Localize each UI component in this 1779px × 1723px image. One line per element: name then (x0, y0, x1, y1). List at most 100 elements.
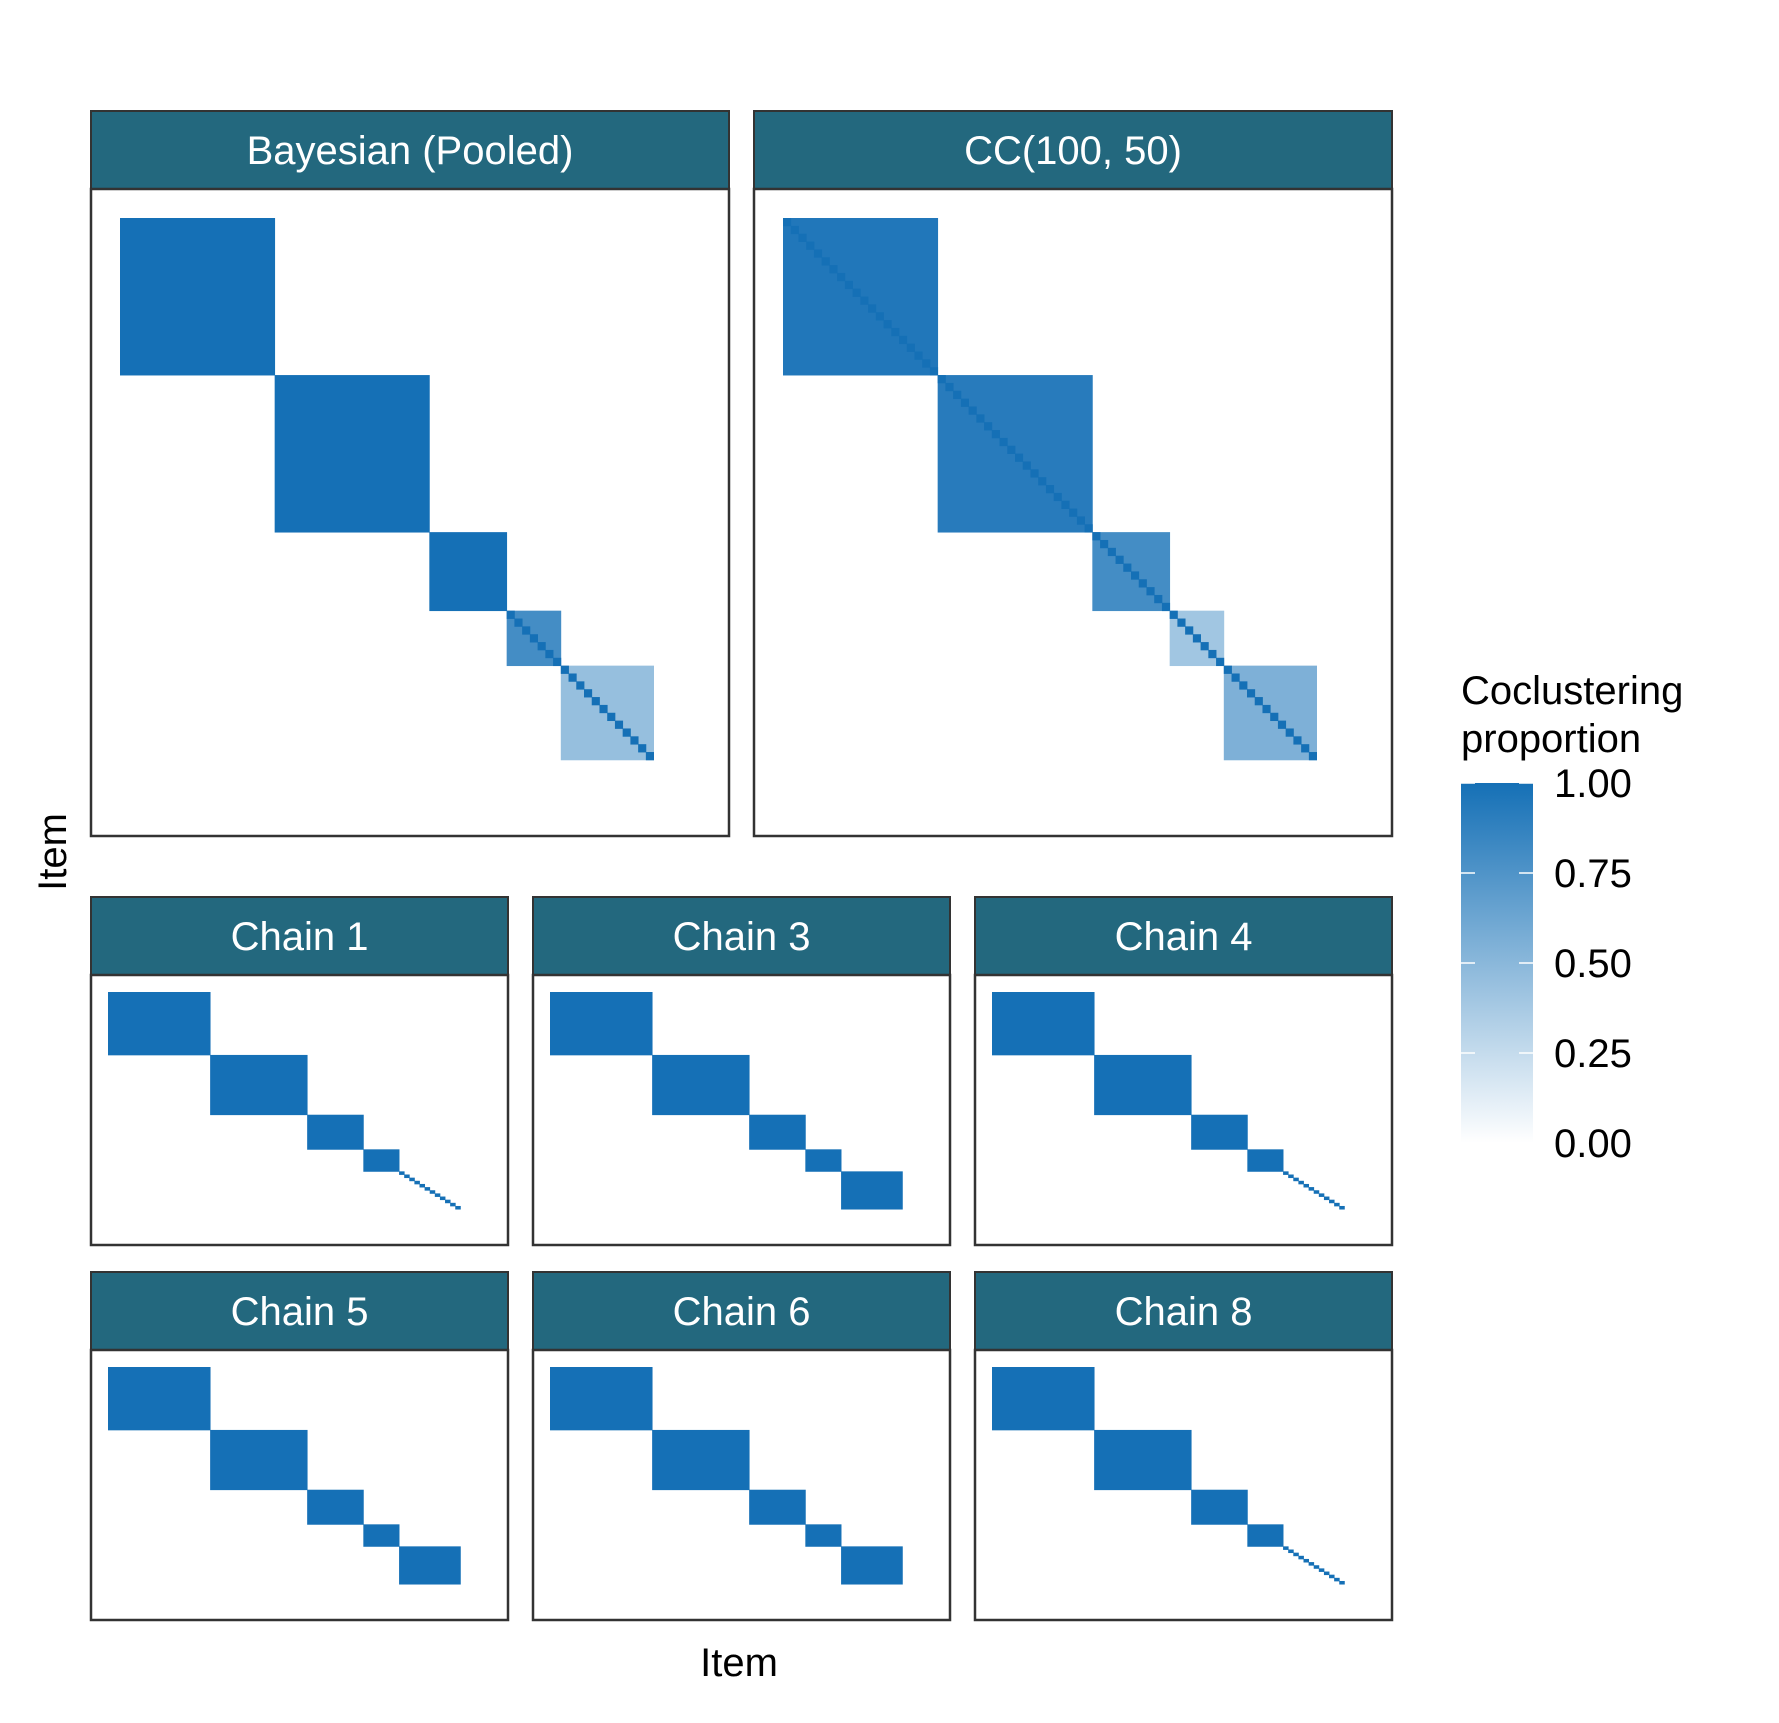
diagonal-cell (1308, 752, 1317, 761)
facet-strip-label: Chain 6 (673, 1290, 811, 1334)
panel-border (973, 973, 1394, 1247)
cluster-block (399, 1546, 461, 1585)
diagonal-cell (614, 720, 624, 729)
diagonal-cell (1231, 673, 1240, 682)
diagonal-cell (945, 382, 954, 392)
diagonal-cell (798, 233, 807, 242)
diagonal-cell (914, 351, 923, 360)
diagonal-cell (891, 327, 900, 337)
cluster-block (363, 1524, 400, 1547)
cluster-block (1293, 1552, 1299, 1557)
diagonal-cell (1115, 555, 1124, 564)
cluster-block (120, 218, 276, 376)
cluster-block (805, 1149, 842, 1172)
cluster-block (1283, 1546, 1289, 1550)
cluster-block (992, 992, 1095, 1056)
diagonal-cell (1061, 500, 1070, 509)
cluster-block (1293, 1177, 1299, 1182)
facet-panels: Bayesian (Pooled) CC(100, 50) Chain 1 Chain… (89, 110, 1394, 1622)
cluster-block (1313, 1190, 1320, 1194)
facet-strip-label: Chain 3 (673, 915, 811, 959)
cluster-block (414, 1180, 420, 1185)
cluster-block (1329, 1574, 1335, 1579)
diagonal-cell (1293, 736, 1302, 745)
cluster-block (445, 1199, 451, 1204)
legend-tick-label: 1.00 (1554, 762, 1632, 806)
cluster-block (404, 1174, 410, 1179)
diagonal-cell (1045, 485, 1055, 494)
facet-strip-label: Chain 1 (231, 915, 369, 959)
facet-panel: Chain 6 (531, 1271, 952, 1622)
cluster-block (1303, 1558, 1310, 1563)
cluster-block (1323, 1196, 1330, 1201)
diagonal-cell (1239, 681, 1248, 690)
diagonal-cell (1131, 571, 1140, 580)
diagonal-cell (1301, 744, 1310, 753)
facet-strip (974, 896, 1393, 976)
diagonal-cell (1223, 665, 1232, 674)
cluster-block (1288, 1174, 1294, 1179)
diagonal-cell (813, 249, 823, 258)
cluster-block (363, 1149, 400, 1172)
diagonal-cell (1022, 461, 1031, 470)
cluster-block (550, 992, 653, 1056)
facet-panel: Chain 3 (531, 896, 952, 1247)
diagonal-cell (1247, 689, 1256, 698)
cluster-block (409, 1177, 415, 1182)
diagonal-cell (568, 673, 577, 682)
diagonal-cell (844, 280, 853, 290)
diagonal-cell (545, 649, 554, 659)
diagonal-cell (630, 736, 639, 745)
diagonal-cell (829, 265, 838, 274)
cluster-block (992, 1367, 1095, 1431)
facet-panel: Chain 8 (973, 1271, 1394, 1622)
diagonal-cell (1015, 453, 1024, 462)
cluster-block (1323, 1571, 1330, 1576)
facet-strip (974, 1271, 1393, 1351)
diagonal-cell (622, 728, 631, 737)
diagonal-cell (976, 414, 985, 423)
diagonal-cell (968, 406, 977, 415)
cluster-block (1339, 1580, 1345, 1585)
diagonal-cell (1138, 579, 1147, 588)
legend-tick-label: 0.25 (1554, 1032, 1632, 1076)
diagonal-cell (645, 752, 654, 761)
cluster-block (1094, 1429, 1192, 1491)
diagonal-cell (1270, 712, 1279, 722)
diagonal-cell (1053, 492, 1062, 502)
diagonal-cell (852, 288, 861, 297)
diagonal-cell (1007, 445, 1016, 454)
diagonal-cell (883, 320, 892, 329)
cluster-block (841, 1171, 903, 1210)
cluster-block (1339, 1205, 1345, 1210)
diagonal-cell (821, 257, 830, 266)
facet-strip (90, 1271, 509, 1351)
diagonal-cell (1216, 657, 1225, 667)
facet-strip-label: Bayesian (Pooled) (247, 129, 574, 173)
diagonal-cell (1146, 587, 1155, 596)
cluster-block (108, 992, 211, 1056)
cluster-block (1308, 1187, 1315, 1191)
diagonal-cell (937, 375, 946, 384)
diagonal-cell (529, 634, 538, 643)
diagonal-cell (584, 689, 593, 698)
diagonal-cell (1169, 610, 1178, 619)
diagonal-cell (1185, 626, 1194, 635)
cluster-block (307, 1489, 364, 1525)
diagonal-cell (599, 704, 608, 714)
diagonal-cell (1177, 618, 1186, 627)
diagonal-cell (790, 225, 799, 235)
diagonal-cell (984, 422, 993, 431)
legend-tick-label: 0.00 (1554, 1122, 1632, 1166)
cluster-block (439, 1196, 446, 1201)
facet-panel: Chain 1 (89, 896, 510, 1247)
cluster-block (1308, 1562, 1315, 1566)
diagonal-cell (1262, 704, 1271, 714)
cluster-block (434, 1193, 441, 1197)
cluster-block (450, 1202, 456, 1207)
diagonal-cell (506, 610, 515, 619)
diagonal-cell (1208, 649, 1217, 659)
diagonal-cell (607, 712, 616, 722)
cluster-block (1298, 1555, 1304, 1560)
panel-border (973, 1348, 1394, 1622)
